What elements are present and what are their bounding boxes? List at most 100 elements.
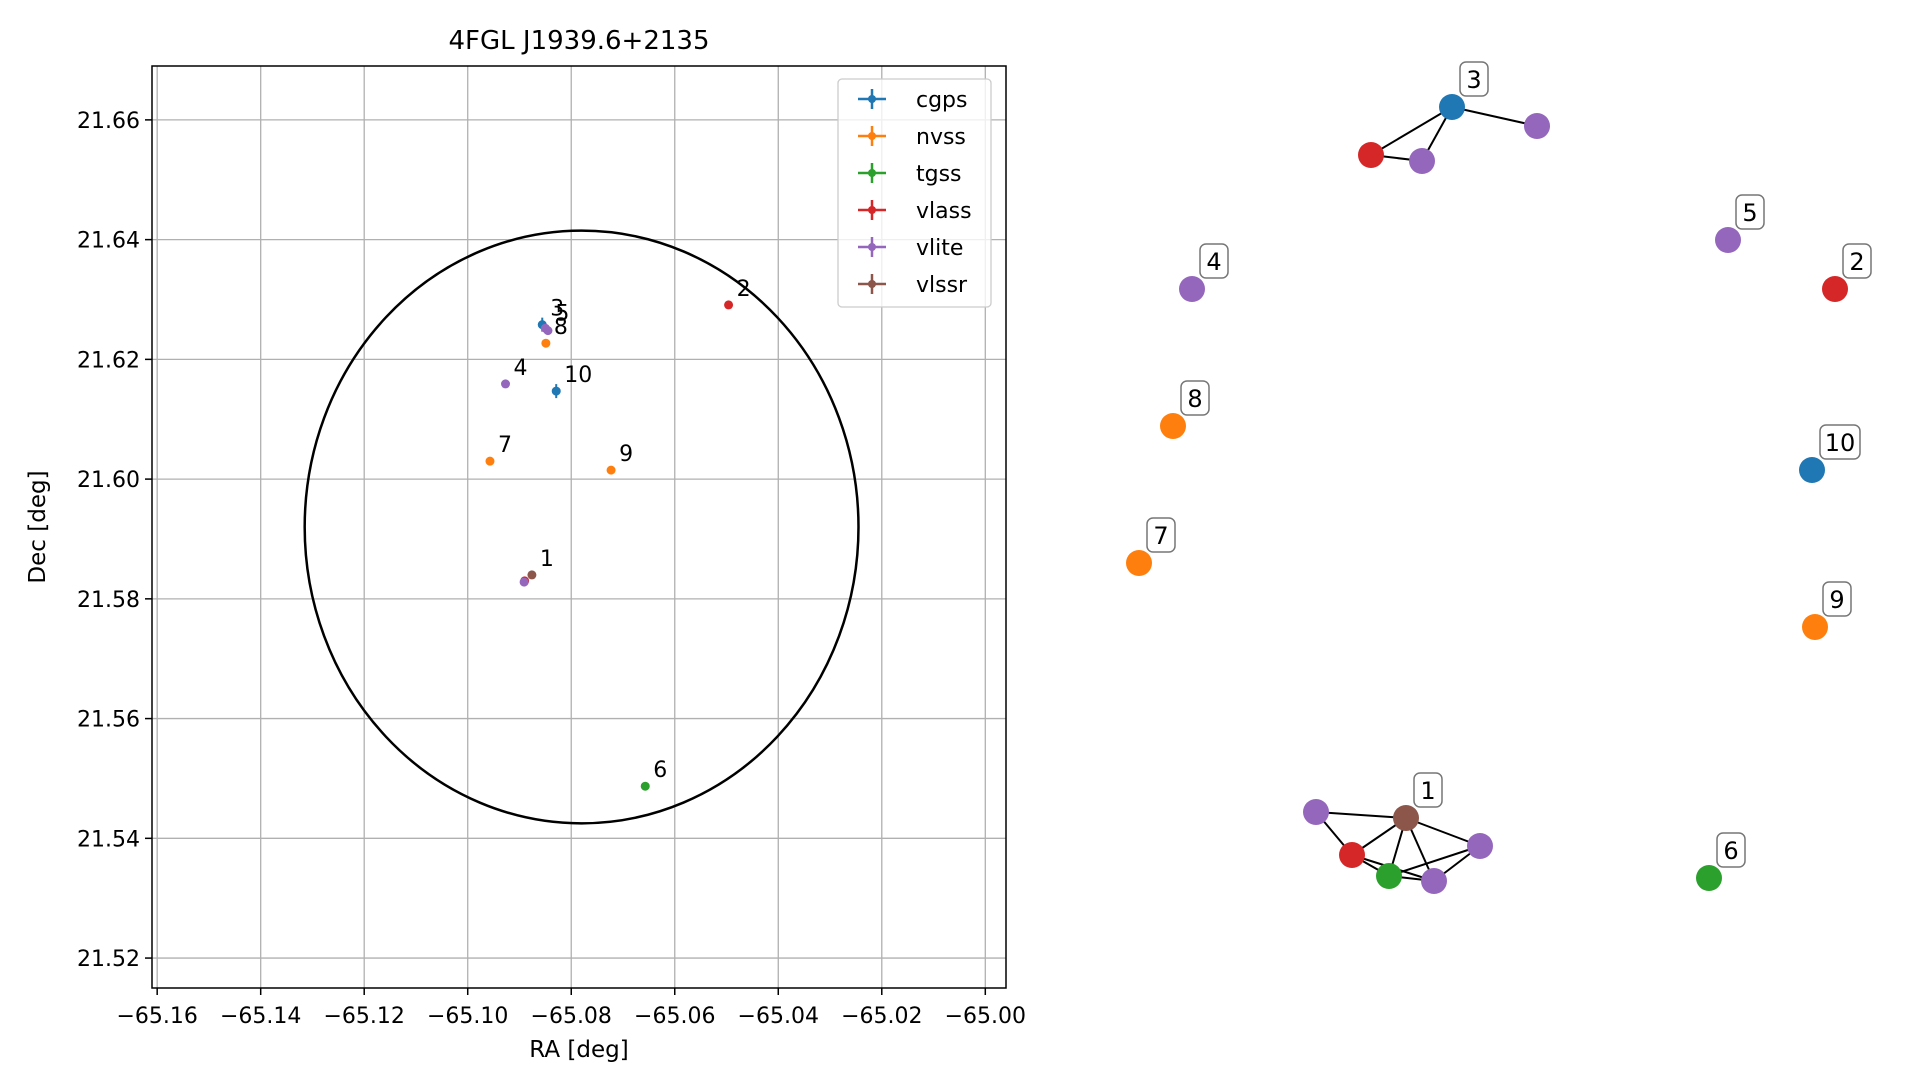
y-tick-label: 21.60	[77, 468, 140, 493]
legend-entry-tgss: tgss	[916, 162, 962, 187]
network-node-vlass	[1822, 276, 1848, 302]
network-node-vlite	[1524, 113, 1550, 139]
x-tick-label: −65.10	[427, 1004, 508, 1029]
network-node-nvss	[1160, 413, 1186, 439]
point-cgps	[551, 386, 561, 396]
x-tick-label: −65.04	[738, 1004, 819, 1029]
network-node-vlite	[1715, 227, 1741, 253]
network-node-vlite	[1303, 799, 1329, 825]
legend-box	[837, 78, 992, 308]
y-axis-label: Dec [deg]	[25, 470, 51, 583]
annotation-7: 7	[498, 433, 512, 458]
point-vlite	[543, 326, 553, 336]
network-label-4: 4	[1206, 248, 1221, 276]
point-nvss	[606, 465, 616, 475]
annotation-2: 2	[737, 277, 751, 302]
legend-marker-dot	[868, 280, 876, 288]
annotation-1: 1	[540, 547, 554, 572]
network-label-box	[1842, 243, 1872, 279]
network-node-vlite	[1179, 276, 1205, 302]
network-label-box	[1199, 243, 1229, 279]
network-label-box	[1146, 517, 1176, 553]
point-annotations: 1 2 3 4 5 6 7 8 9 10	[498, 277, 751, 783]
network-label-2: 2	[1849, 248, 1864, 276]
network-label-6: 6	[1723, 837, 1738, 865]
x-tick-label: −65.02	[841, 1004, 922, 1029]
network-label-10: 10	[1825, 429, 1856, 457]
x-ticks: −65.16 −65.14 −65.12 −65.10 −65.08 −65.06 −65.…	[116, 988, 1026, 1029]
annotation-4: 4	[514, 356, 528, 381]
network-nodes	[1126, 94, 1848, 894]
network-node-vlssr	[1393, 805, 1419, 831]
point-vlite	[519, 577, 529, 587]
legend-marker-dot	[868, 95, 876, 103]
network-label-8: 8	[1187, 385, 1202, 413]
network-node-tgss	[1376, 863, 1402, 889]
network-node-vlass	[1358, 142, 1384, 168]
network-node-vlite	[1467, 833, 1493, 859]
y-tick-label: 21.62	[77, 348, 140, 373]
network-node-cgps	[1799, 457, 1825, 483]
x-tick-label: −65.14	[220, 1004, 301, 1029]
network-node-nvss	[1126, 550, 1152, 576]
network-node-vlass	[1339, 842, 1365, 868]
network-edge	[1451, 106, 1538, 127]
legend-entry-vlass: vlass	[916, 199, 972, 224]
legend-entry-vlssr: vlssr	[916, 273, 968, 298]
network-node-labels: 1 2 3 4 5 6 7 8 9 10	[1146, 61, 1872, 868]
y-tick-label: 21.58	[77, 588, 140, 613]
localization-circle	[303, 229, 860, 825]
legend-marker-dot	[868, 243, 876, 251]
axes-frame	[151, 65, 1007, 989]
network-label-box	[1716, 832, 1746, 868]
data-points	[485, 300, 734, 791]
network-panel: 1 2 3 4 5 6 7 8 9 10	[1126, 61, 1872, 894]
y-tick-label: 21.64	[77, 229, 140, 254]
x-tick-label: −65.12	[323, 1004, 404, 1029]
network-label-box	[1822, 581, 1852, 617]
annotation-5: 5	[555, 301, 569, 326]
network-edges	[1315, 106, 1538, 882]
network-node-cgps	[1439, 94, 1465, 120]
point-vlass	[724, 300, 734, 310]
chart-title: 4FGL J1939.6+2135	[449, 26, 710, 56]
legend-items: cgps nvss tgss vlass vlite vlssr	[858, 88, 972, 298]
network-edge	[1315, 811, 1407, 819]
x-axis-label: RA [deg]	[529, 1037, 628, 1063]
network-node-vlite	[1421, 868, 1447, 894]
annotation-8: 8	[554, 315, 568, 340]
annotation-3: 3	[550, 297, 564, 322]
y-tick-label: 21.56	[77, 708, 140, 733]
y-tick-label: 21.66	[77, 109, 140, 134]
point-nvss	[541, 338, 551, 348]
annotation-10: 10	[564, 363, 592, 388]
x-tick-label: −65.16	[116, 1004, 197, 1029]
network-node-tgss	[1696, 865, 1722, 891]
x-tick-label: −65.06	[634, 1004, 715, 1029]
network-edge	[1405, 817, 1481, 847]
legend-marker-dot	[868, 169, 876, 177]
point-vlssr	[527, 570, 537, 580]
network-edge	[1388, 845, 1481, 877]
y-ticks: 21.52 21.54 21.56 21.58 21.60 21.62 21.64 21.66	[77, 109, 152, 972]
annotation-9: 9	[619, 442, 633, 467]
x-tick-label: −65.08	[531, 1004, 612, 1029]
y-tick-label: 21.52	[77, 947, 140, 972]
network-label-9: 9	[1829, 586, 1844, 614]
network-label-5: 5	[1742, 199, 1757, 227]
legend-marker-dot	[868, 132, 876, 140]
network-label-7: 7	[1153, 522, 1168, 550]
grid-lines	[152, 66, 1006, 988]
legend-entry-nvss: nvss	[916, 125, 966, 150]
network-label-1: 1	[1420, 777, 1435, 805]
legend-marker-dot	[868, 206, 876, 214]
network-node-vlite	[1409, 148, 1435, 174]
network-edge	[1370, 106, 1453, 156]
x-tick-label: −65.00	[945, 1004, 1026, 1029]
network-label-box	[1735, 194, 1765, 230]
legend: cgps nvss tgss vlass vlite vlssr	[837, 78, 992, 308]
network-label-box	[1819, 424, 1861, 460]
point-nvss	[485, 456, 495, 466]
